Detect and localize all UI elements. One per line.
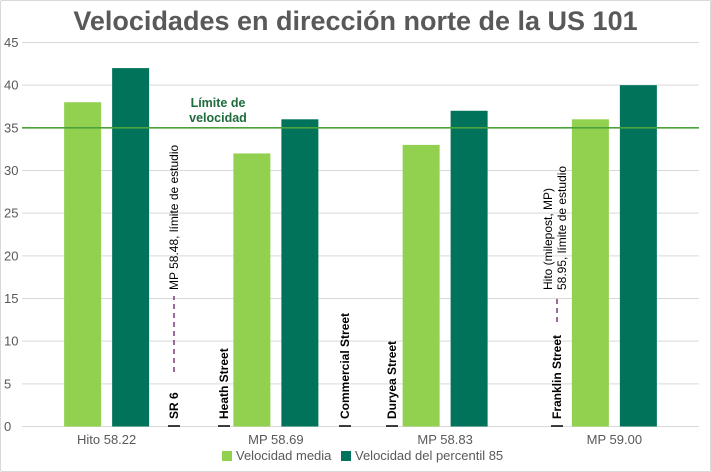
legend-label: Velocidad del percentil 85 bbox=[355, 448, 503, 463]
y-tick-label: 20 bbox=[4, 248, 18, 263]
y-tick-label: 45 bbox=[4, 35, 18, 50]
x-tick-label: Hito 58.22 bbox=[77, 432, 136, 447]
bar bbox=[64, 102, 102, 427]
bar bbox=[281, 119, 319, 427]
y-tick-label: 10 bbox=[4, 334, 18, 349]
street-label: Duryea Street bbox=[385, 341, 399, 419]
bar bbox=[112, 68, 150, 427]
study-limit-label: 58.95, límite de estudio bbox=[555, 166, 569, 290]
reference-label: Límite de bbox=[191, 96, 246, 110]
street-label: Franklin Street bbox=[550, 335, 564, 419]
bars bbox=[64, 68, 657, 427]
x-tick-label: MP 59.00 bbox=[587, 432, 642, 447]
legend-label: Velocidad media bbox=[236, 448, 332, 463]
y-tick-label: 30 bbox=[4, 163, 18, 178]
chart-title: Velocidades en dirección norte de la US … bbox=[73, 6, 638, 36]
bar bbox=[450, 110, 488, 427]
bar bbox=[402, 144, 440, 427]
street-annotations: SR 6 Heath Street Commercial Street Duryea … bbox=[167, 144, 569, 427]
y-tick-label: 25 bbox=[4, 206, 18, 221]
study-limit-label: Hito (milepost, MP) bbox=[541, 188, 555, 290]
y-tick-label: 5 bbox=[4, 376, 11, 391]
reference-label: velocidad bbox=[189, 111, 247, 125]
legend-swatch bbox=[222, 451, 232, 461]
y-tick-label: 15 bbox=[4, 291, 18, 306]
study-limit-label: MP 58.48, límite de estudio bbox=[167, 144, 181, 290]
street-label: Commercial Street bbox=[338, 313, 352, 419]
street-label: SR 6 bbox=[167, 392, 181, 419]
x-tick-label: MP 58.69 bbox=[248, 432, 303, 447]
bar bbox=[619, 85, 657, 427]
y-axis-ticks: 0 5 10 15 20 25 30 35 40 45 bbox=[4, 35, 18, 434]
legend-swatch bbox=[341, 451, 351, 461]
street-label: Heath Street bbox=[217, 348, 231, 419]
bar bbox=[571, 119, 609, 427]
x-axis-categories: Hito 58.22 MP 58.69 MP 58.83 MP 59.00 bbox=[77, 432, 642, 447]
y-tick-label: 40 bbox=[4, 78, 18, 93]
y-tick-label: 35 bbox=[4, 120, 18, 135]
x-tick-label: MP 58.83 bbox=[417, 432, 472, 447]
bar bbox=[233, 153, 271, 427]
legend: Velocidad media Velocidad del percentil 8… bbox=[222, 448, 503, 463]
y-tick-label: 0 bbox=[4, 419, 11, 434]
